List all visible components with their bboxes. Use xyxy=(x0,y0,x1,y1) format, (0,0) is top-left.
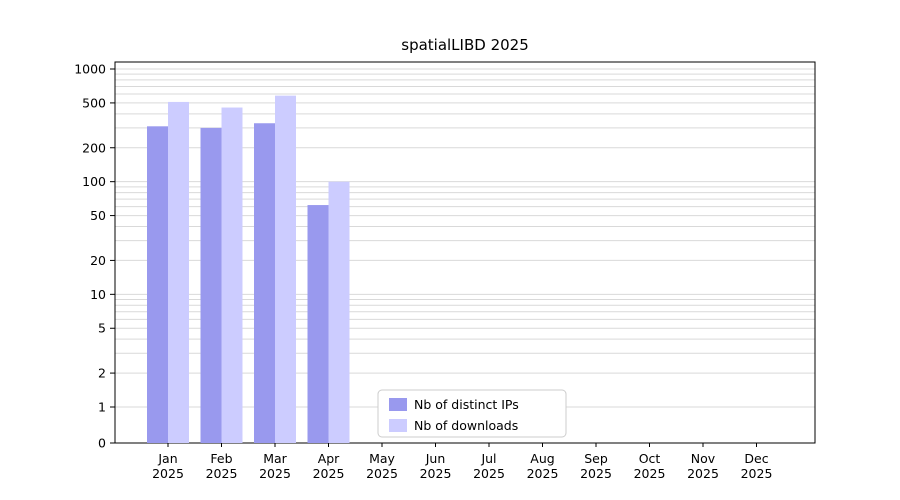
legend-label-nb-of-downloads: Nb of downloads xyxy=(414,418,518,433)
legend-swatch-nb-of-distinct-ips xyxy=(389,398,407,411)
y-tick-label-200: 200 xyxy=(82,140,106,155)
bar-nb-of-distinct-ips-mar xyxy=(254,123,275,443)
x-tick-label-sep: Sep 2025 xyxy=(580,451,612,481)
bar-nb-of-distinct-ips-apr xyxy=(307,205,329,443)
y-tick-label-2: 2 xyxy=(98,366,106,381)
legend-swatch-nb-of-downloads xyxy=(389,419,407,432)
bar-nb-of-downloads-jan xyxy=(168,101,189,444)
bar-nb-of-downloads-mar xyxy=(275,95,296,443)
y-tick-label-1: 1 xyxy=(98,400,106,415)
x-tick-label-may: May 2025 xyxy=(366,451,398,481)
chart-title: spatialLIBD 2025 xyxy=(401,36,529,54)
y-tick-label-50: 50 xyxy=(90,208,106,223)
x-tick-label-feb: Feb 2025 xyxy=(206,451,238,481)
y-tick-label-20: 20 xyxy=(90,253,106,268)
x-tick-label-apr: Apr 2025 xyxy=(313,451,345,481)
bar-nb-of-distinct-ips-jan xyxy=(147,126,168,443)
legend: Nb of distinct IPs Nb of downloads xyxy=(377,389,567,438)
plot-border xyxy=(114,61,816,444)
y-tick-label-0: 0 xyxy=(98,436,106,451)
legend-label-nb-of-distinct-ips: Nb of distinct IPs xyxy=(414,397,519,412)
y-tick-label-10: 10 xyxy=(90,287,106,302)
x-tick-label-oct: Oct 2025 xyxy=(634,451,666,481)
y-tick-label-500: 500 xyxy=(82,95,106,110)
legend-box xyxy=(377,389,567,438)
x-tick-label-aug: Aug 2025 xyxy=(527,451,559,481)
x-tick-label-mar: Mar 2025 xyxy=(259,451,291,481)
y-tick-label-100: 100 xyxy=(82,174,106,189)
x-tick-label-dec: Dec 2025 xyxy=(741,451,773,481)
x-tick-label-jul: Jul 2025 xyxy=(473,451,505,481)
bar-nb-of-downloads-feb xyxy=(221,107,243,444)
x-tick-label-jun: Jun 2025 xyxy=(420,451,452,481)
bar-nb-of-downloads-apr xyxy=(328,181,350,443)
y-tick-label-5: 5 xyxy=(98,321,106,336)
bar-nb-of-distinct-ips-feb xyxy=(200,127,222,443)
y-tick-label-1000: 1000 xyxy=(74,62,106,77)
x-tick-label-jan: Jan 2025 xyxy=(152,451,184,481)
x-tick-label-nov: Nov 2025 xyxy=(687,451,719,481)
